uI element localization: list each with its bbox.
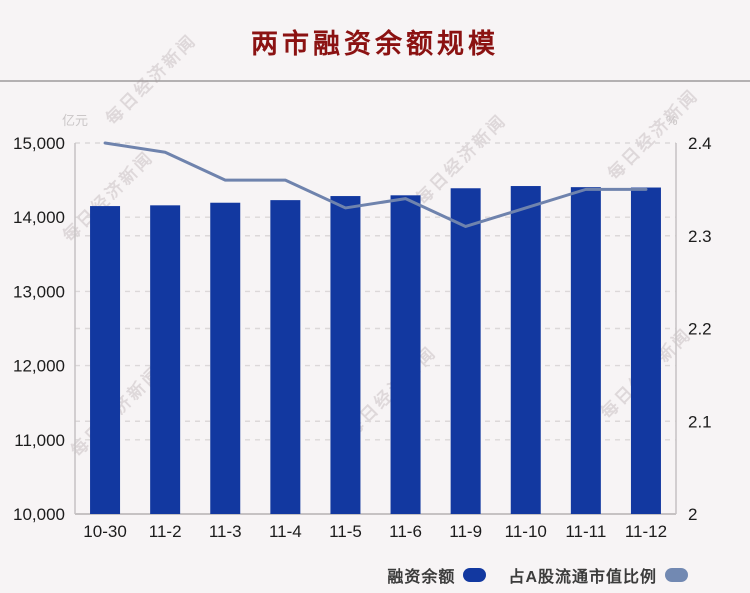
x-axis-label-11-5: 11-5 — [329, 522, 362, 541]
bar-11-9 — [450, 188, 481, 514]
x-axis-label-11-3: 11-3 — [209, 522, 242, 541]
left-axis-tick-label: 15,000 — [13, 134, 65, 153]
bar-11-4 — [270, 200, 301, 514]
line-series-marker-icon — [665, 568, 688, 582]
left-axis-tick-label: 10,000 — [13, 505, 65, 524]
bar-11-3 — [210, 202, 241, 514]
bar-11-6 — [390, 195, 421, 514]
left-axis-tick-label: 14,000 — [13, 208, 65, 227]
legend-label-bar-series: 融资余额 — [387, 569, 456, 586]
bar-11-5 — [330, 196, 361, 515]
legend-item-bar-series: 融资余额 — [387, 563, 487, 587]
left-axis-tick-label: 12,000 — [13, 357, 65, 376]
x-axis-label-11-9: 11-9 — [449, 522, 482, 541]
left-axis-tick-label: 13,000 — [13, 282, 65, 301]
legend-item-line-series: 占A股流通市值比例 — [508, 563, 688, 587]
right-axis-tick-label: 2.2 — [688, 320, 712, 339]
legend: 融资余额 占A股流通市值比例 — [387, 563, 688, 587]
bar-11-10 — [510, 186, 541, 514]
x-axis-label-11-6: 11-6 — [389, 522, 422, 541]
right-axis-unit: % — [666, 113, 678, 128]
x-axis-label-10-30: 10-30 — [83, 522, 126, 541]
left-axis-unit: 亿元 — [61, 113, 88, 128]
ratio-line — [103, 141, 648, 228]
bar-11-2 — [150, 205, 181, 514]
x-axis-label-11-2: 11-2 — [149, 522, 182, 541]
legend-label-line-series: 占A股流通市值比例 — [508, 569, 657, 586]
bar-11-12 — [630, 187, 661, 514]
x-axis-label-11-12: 11-12 — [625, 522, 667, 541]
chart-title: 两市融资余额规模 — [251, 29, 499, 59]
right-axis-tick-label: 2.3 — [688, 227, 712, 246]
right-axis-tick-label: 2 — [688, 505, 697, 524]
bar-series-marker-icon — [463, 568, 487, 582]
x-axis-label-11-4: 11-4 — [269, 522, 302, 541]
left-axis-tick-label: 11,000 — [14, 431, 65, 450]
right-axis-tick-label: 2.1 — [688, 412, 712, 431]
bar-11-11 — [570, 187, 601, 515]
right-axis-tick-label: 2.4 — [688, 134, 712, 153]
title-divider — [0, 80, 750, 82]
bar-10-30 — [90, 206, 121, 514]
x-axis-label-11-10: 11-10 — [505, 522, 547, 541]
x-axis-label-11-11: 11-11 — [565, 522, 606, 541]
